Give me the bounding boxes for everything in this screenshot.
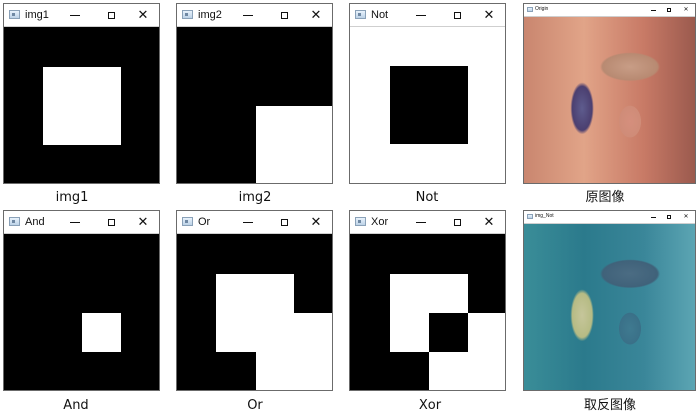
close-icon[interactable]: ✕ — [137, 7, 149, 23]
app-window-icon — [355, 217, 366, 226]
window-title: Origin — [535, 6, 549, 12]
black-square — [390, 66, 468, 144]
image-canvas — [350, 234, 505, 390]
caption-img-not: 取反图像 — [583, 398, 636, 413]
app-window-icon — [355, 10, 366, 19]
title-bar[interactable]: Or ✕ — [177, 211, 332, 234]
caption-not: Not — [415, 190, 439, 205]
minimize-icon[interactable] — [237, 4, 259, 26]
close-icon[interactable]: ✕ — [683, 6, 689, 13]
window-or[interactable]: Or ✕ — [176, 210, 333, 391]
app-window-icon — [9, 10, 20, 19]
title-bar[interactable]: Origin ✕ — [524, 4, 695, 17]
close-icon[interactable]: ✕ — [137, 214, 149, 230]
close-icon[interactable]: ✕ — [310, 7, 322, 23]
image-canvas — [177, 27, 332, 183]
app-window-icon — [527, 214, 533, 219]
minimize-icon[interactable] — [237, 211, 259, 233]
image-canvas — [4, 27, 159, 183]
window-title: img1 — [25, 9, 49, 21]
close-icon[interactable]: ✕ — [483, 7, 495, 23]
window-img-not[interactable]: img_Not ✕ — [523, 210, 696, 391]
title-bar[interactable]: img1 ✕ — [4, 4, 159, 27]
app-window-icon — [9, 217, 20, 226]
caption-xor: Xor — [418, 398, 442, 413]
white-square — [256, 106, 332, 183]
portrait-image — [524, 17, 695, 183]
maximize-icon[interactable] — [446, 4, 468, 26]
close-icon[interactable]: ✕ — [310, 214, 322, 230]
title-bar[interactable]: Not ✕ — [350, 4, 505, 27]
window-title: img2 — [198, 9, 222, 21]
window-title: And — [25, 216, 45, 228]
maximize-icon[interactable] — [273, 211, 295, 233]
inverted-portrait-image — [524, 224, 695, 390]
minimize-icon[interactable] — [648, 4, 658, 16]
app-window-icon — [182, 10, 193, 19]
minimize-icon[interactable] — [64, 211, 86, 233]
window-title: img_Not — [535, 213, 554, 219]
title-bar[interactable]: img_Not ✕ — [524, 211, 695, 224]
minimize-icon[interactable] — [410, 211, 432, 233]
caption-origin: 原图像 — [585, 190, 625, 205]
title-bar[interactable]: And ✕ — [4, 211, 159, 234]
window-title: Or — [198, 216, 211, 228]
caption-img1: img1 — [55, 190, 89, 205]
window-xor[interactable]: Xor ✕ — [349, 210, 506, 391]
white-square-b — [256, 313, 332, 390]
minimize-icon[interactable] — [648, 211, 658, 223]
caption-and: And — [63, 398, 89, 413]
maximize-icon[interactable] — [446, 211, 468, 233]
title-bar[interactable]: Xor ✕ — [350, 211, 505, 234]
window-title: Not — [371, 9, 389, 21]
window-and[interactable]: And ✕ — [3, 210, 160, 391]
white-square — [82, 313, 121, 352]
caption-or: Or — [247, 398, 263, 413]
window-not[interactable]: Not ✕ — [349, 3, 506, 184]
white-square — [43, 67, 121, 145]
maximize-icon[interactable] — [100, 4, 122, 26]
title-bar[interactable]: img2 ✕ — [177, 4, 332, 27]
app-window-icon — [182, 217, 193, 226]
close-icon[interactable]: ✕ — [483, 214, 495, 230]
maximize-icon[interactable] — [273, 4, 295, 26]
maximize-icon[interactable] — [664, 4, 674, 16]
minimize-icon[interactable] — [64, 4, 86, 26]
window-img2[interactable]: img2 ✕ — [176, 3, 333, 184]
minimize-icon[interactable] — [410, 4, 432, 26]
image-canvas — [350, 27, 505, 183]
window-origin[interactable]: Origin ✕ — [523, 3, 696, 184]
caption-img2: img2 — [238, 190, 272, 205]
maximize-icon[interactable] — [664, 211, 674, 223]
overlap-black-square — [429, 313, 468, 352]
app-window-icon — [527, 7, 533, 12]
window-title: Xor — [371, 216, 389, 228]
close-icon[interactable]: ✕ — [683, 213, 689, 220]
window-img1[interactable]: img1 ✕ — [3, 3, 160, 184]
image-canvas — [177, 234, 332, 390]
image-canvas — [4, 234, 159, 390]
maximize-icon[interactable] — [100, 211, 122, 233]
